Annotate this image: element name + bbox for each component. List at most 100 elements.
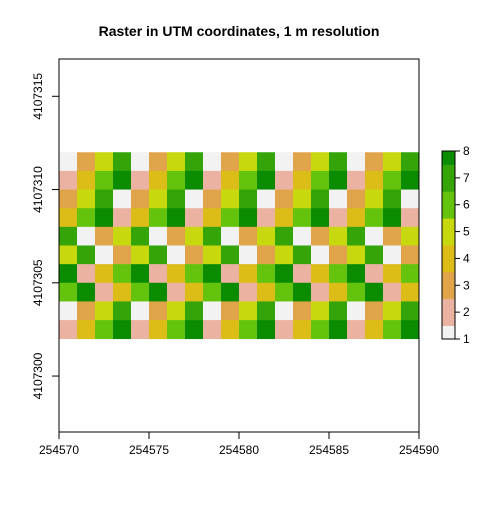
- raster-cell: [293, 170, 312, 190]
- raster-cell: [113, 320, 132, 340]
- raster-cell: [77, 301, 96, 321]
- legend-color-step: [442, 287, 455, 292]
- raster-cell: [275, 264, 294, 284]
- raster-cell: [329, 301, 348, 321]
- raster-cell: [59, 282, 78, 302]
- legend-color-step: [442, 202, 455, 206]
- raster-cell: [185, 208, 204, 228]
- y-tick-label: 4107305: [31, 259, 45, 306]
- legend-color-step: [442, 218, 455, 222]
- legend-color-step: [442, 228, 455, 232]
- raster-cell: [131, 189, 150, 209]
- raster-cell: [401, 189, 420, 209]
- raster-cell: [203, 264, 222, 284]
- raster-cell: [401, 301, 420, 321]
- raster-cell: [203, 226, 222, 246]
- raster-cell: [347, 282, 366, 302]
- raster-cell: [149, 152, 168, 172]
- raster-cell: [95, 245, 114, 265]
- legend-color-step: [442, 172, 455, 176]
- raster-cell: [59, 226, 78, 246]
- legend-tick-label: 3: [463, 278, 470, 292]
- raster-cell: [95, 226, 114, 246]
- raster-cell: [59, 320, 78, 340]
- legend-color-step: [442, 156, 455, 160]
- raster-cell: [221, 170, 240, 190]
- raster-cell: [383, 264, 402, 284]
- raster-cell: [203, 282, 222, 302]
- raster-cell: [149, 170, 168, 190]
- raster-cell: [131, 208, 150, 228]
- raster-cell: [347, 152, 366, 172]
- raster-cell: [275, 170, 294, 190]
- raster-cell: [95, 152, 114, 172]
- x-tick-label: 254585: [309, 443, 349, 457]
- raster-cell: [131, 264, 150, 284]
- raster-cell: [329, 245, 348, 265]
- raster-cell: [311, 170, 330, 190]
- raster-cell: [59, 152, 78, 172]
- raster-cell: [95, 264, 114, 284]
- legend-color-step: [442, 196, 455, 200]
- x-tick-label: 254570: [39, 443, 79, 457]
- y-axis: 4107300 4107305 4107310 4107315: [31, 73, 60, 399]
- legend-color-step: [442, 255, 455, 259]
- raster-cell: [77, 264, 96, 284]
- raster-cell: [275, 208, 294, 228]
- raster-cell: [383, 320, 402, 340]
- raster-cell: [59, 189, 78, 209]
- raster-cell: [311, 301, 330, 321]
- raster-cell: [59, 301, 78, 321]
- raster-cell: [311, 245, 330, 265]
- raster-cell: [365, 320, 384, 340]
- raster-cell: [131, 170, 150, 190]
- raster-cell: [383, 189, 402, 209]
- legend-color-step: [442, 261, 455, 265]
- legend-color-step: [442, 164, 455, 168]
- raster-cell: [257, 170, 276, 190]
- raster-cell: [275, 320, 294, 340]
- raster-cell: [95, 189, 114, 209]
- raster-cell: [383, 152, 402, 172]
- raster-cell: [95, 301, 114, 321]
- raster-cell: [131, 320, 150, 340]
- raster-cell: [383, 282, 402, 302]
- legend-tick-label: 4: [463, 251, 470, 265]
- legend-color-step: [442, 296, 455, 300]
- legend-color-step: [442, 151, 455, 155]
- x-tick-label: 254580: [219, 443, 259, 457]
- raster-cell: [347, 301, 366, 321]
- raster-cell: [401, 170, 420, 190]
- raster-cell: [203, 170, 222, 190]
- legend-tick-label: 1: [463, 332, 470, 346]
- raster-cell: [293, 189, 312, 209]
- raster-cell: [203, 189, 222, 209]
- raster-cell: [257, 208, 276, 228]
- raster-cell: [365, 264, 384, 284]
- raster-cell: [77, 152, 96, 172]
- legend-color-step: [442, 336, 455, 340]
- raster-cell: [293, 320, 312, 340]
- raster-cell: [221, 301, 240, 321]
- raster-cell: [257, 226, 276, 246]
- raster-cell: [275, 282, 294, 302]
- legend-color-step: [442, 309, 455, 313]
- raster-cell: [167, 170, 186, 190]
- legend-color-step: [442, 269, 455, 273]
- legend-color-step: [442, 298, 455, 302]
- raster-cell: [185, 226, 204, 246]
- raster-cell: [185, 170, 204, 190]
- legend-color-step: [442, 207, 455, 211]
- raster-cell: [383, 245, 402, 265]
- raster-cell: [347, 245, 366, 265]
- legend-color-step: [442, 193, 455, 198]
- raster-cell: [401, 320, 420, 340]
- raster-cell: [293, 245, 312, 265]
- raster-cell: [95, 208, 114, 228]
- raster-cell: [113, 189, 132, 209]
- raster-cell: [131, 301, 150, 321]
- raster-cell: [239, 264, 258, 284]
- raster-cell: [167, 208, 186, 228]
- raster-cell: [239, 245, 258, 265]
- legend-color-step: [442, 274, 455, 278]
